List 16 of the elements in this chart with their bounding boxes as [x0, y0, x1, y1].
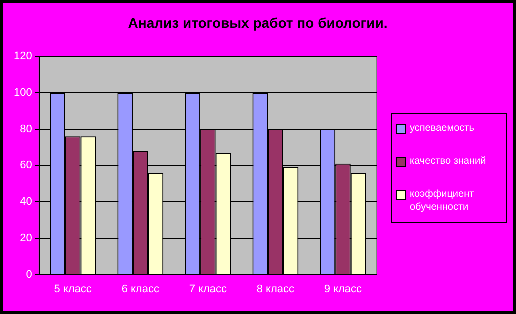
- y-tick-label: 100: [14, 87, 32, 99]
- y-tick-label: 120: [14, 50, 32, 63]
- x-tick-label: 6 класс: [122, 283, 160, 296]
- y-tick-label: 20: [20, 232, 32, 244]
- legend-label: качество знаний: [410, 155, 486, 168]
- legend-label: успеваемость: [410, 122, 474, 135]
- x-tick-label: 5 класс: [54, 283, 92, 296]
- legend-label: коэффициент обученности: [410, 188, 476, 214]
- chart-title: Анализ итоговых работ по биологии.: [127, 15, 389, 31]
- x-tick-label: 8 класс: [256, 283, 296, 296]
- y-tick-label: 40: [20, 196, 32, 208]
- y-tick-label: 80: [20, 123, 32, 136]
- x-tick-label: 9 класс: [324, 283, 363, 296]
- y-tick-label: 0: [26, 268, 32, 281]
- x-tick-label: 7 класс: [189, 283, 228, 296]
- y-tick-label: 60: [20, 160, 32, 172]
